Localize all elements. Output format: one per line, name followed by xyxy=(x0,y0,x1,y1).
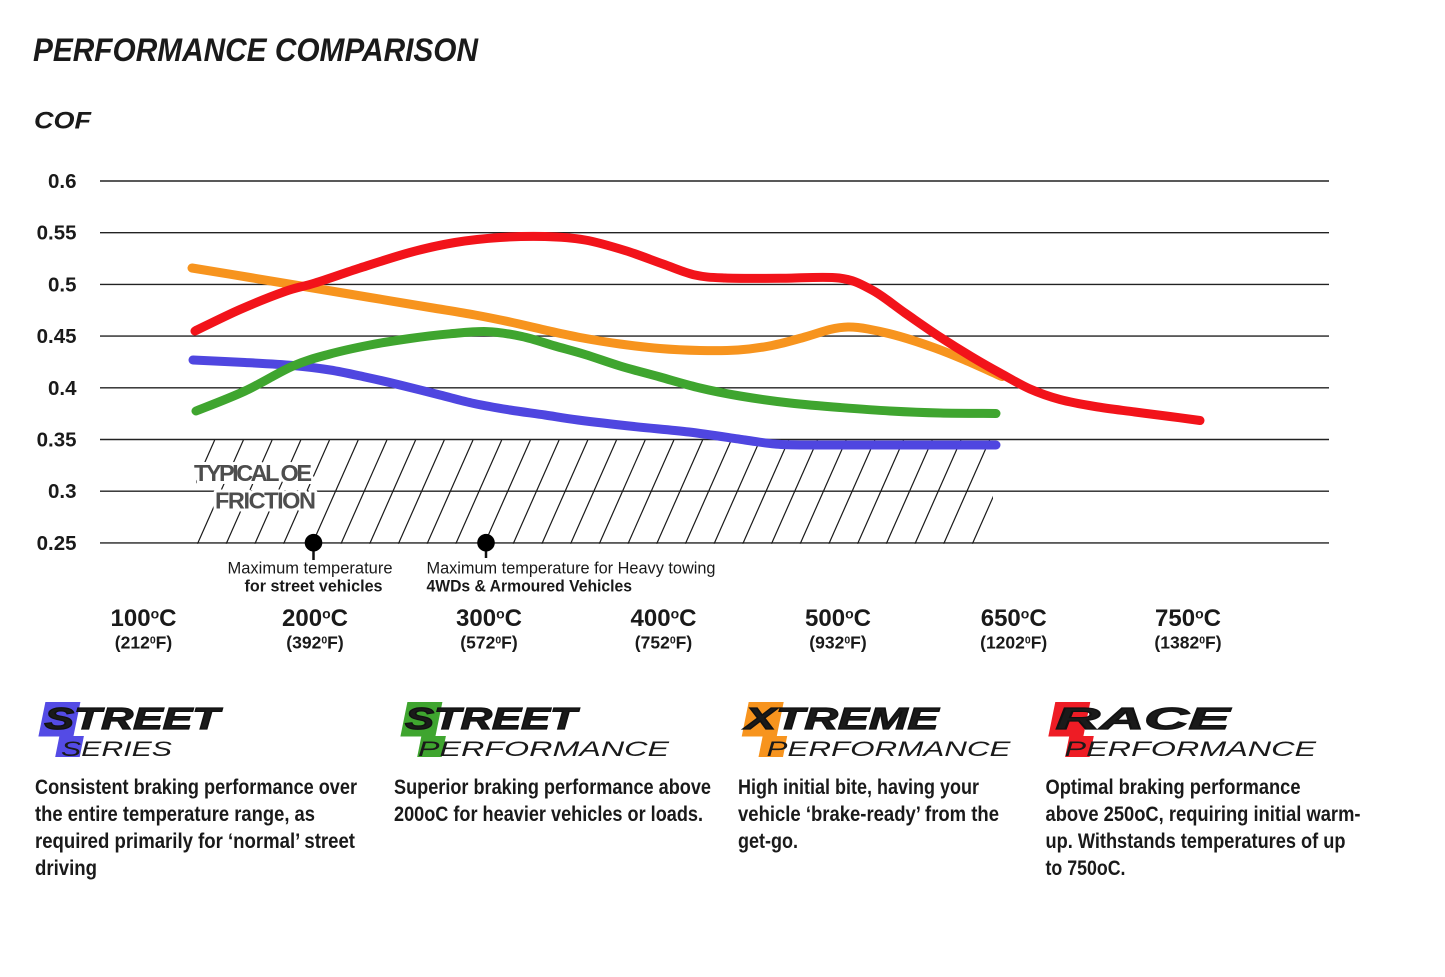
svg-text:500oC: 500oC xyxy=(805,605,871,632)
svg-text:0.5: 0.5 xyxy=(48,273,77,296)
svg-text:TYPICAL OE: TYPICAL OE xyxy=(194,460,312,486)
svg-text:0.4: 0.4 xyxy=(48,377,77,400)
svg-text:0.3: 0.3 xyxy=(48,480,77,503)
svg-text:PERFORMANCE COMPARISON: PERFORMANCE COMPARISON xyxy=(33,32,479,68)
svg-text:(9320F): (9320F) xyxy=(809,633,866,653)
svg-text:SERIES: SERIES xyxy=(61,738,172,761)
svg-text:Maximum temperature: Maximum temperature xyxy=(228,559,393,578)
svg-text:200oC: 200oC xyxy=(282,605,348,632)
svg-text:Maximum temperature for Heavy: Maximum temperature for Heavy towing xyxy=(427,559,716,578)
svg-text:0.35: 0.35 xyxy=(37,429,77,452)
svg-text:COF: COF xyxy=(34,108,92,135)
svg-text:750oC: 750oC xyxy=(1155,605,1221,632)
svg-text:to 750oC.: to 750oC. xyxy=(1046,857,1126,880)
svg-text:TYPICAL OE: TYPICAL OE xyxy=(194,460,312,486)
svg-text:PERFORMANCE: PERFORMANCE xyxy=(1065,738,1318,761)
svg-text:above 250oC, requiring initial: above 250oC, requiring initial warm- xyxy=(1046,803,1361,826)
svg-text:RACE: RACE xyxy=(1056,702,1233,736)
svg-text:400oC: 400oC xyxy=(631,605,697,632)
svg-text:get-go.: get-go. xyxy=(738,830,798,853)
svg-text:(5720F): (5720F) xyxy=(460,633,517,653)
svg-text:(13820F): (13820F) xyxy=(1154,633,1221,653)
svg-text:Superior braking performance a: Superior braking performance above xyxy=(394,776,711,799)
svg-text:0.6: 0.6 xyxy=(48,170,77,193)
svg-text:High initial bite, having your: High initial bite, having your xyxy=(738,776,979,799)
svg-text:4WDs & Armoured Vehicles: 4WDs & Armoured Vehicles xyxy=(427,577,633,596)
svg-text:0.45: 0.45 xyxy=(37,325,77,348)
svg-text:200oC for heavier vehicles or: 200oC for heavier vehicles or loads. xyxy=(394,803,703,826)
svg-text:(7520F): (7520F) xyxy=(635,633,692,653)
svg-text:(3920F): (3920F) xyxy=(286,633,343,653)
svg-text:for street vehicles: for street vehicles xyxy=(245,577,383,596)
svg-text:PERFORMANCE: PERFORMANCE xyxy=(767,738,1012,761)
svg-text:FRICTION: FRICTION xyxy=(215,488,316,514)
svg-text:driving: driving xyxy=(35,857,97,880)
svg-text:STREET: STREET xyxy=(44,702,222,736)
svg-text:the entire temperature range,: the entire temperature range, as xyxy=(35,803,315,826)
svg-text:up. Withstands temperatures of: up. Withstands temperatures of up xyxy=(1046,830,1346,853)
svg-text:100oC: 100oC xyxy=(111,605,177,632)
svg-text:vehicle ‘brake-ready’ from the: vehicle ‘brake-ready’ from the xyxy=(738,803,999,826)
svg-text:0.55: 0.55 xyxy=(37,222,77,245)
svg-text:300oC: 300oC xyxy=(456,605,522,632)
svg-text:PERFORMANCE: PERFORMANCE xyxy=(418,738,671,761)
svg-text:FRICTION: FRICTION xyxy=(215,488,316,514)
svg-text:(12020F): (12020F) xyxy=(980,633,1047,653)
svg-text:required primarily for ‘normal: required primarily for ‘normal’ street xyxy=(35,830,355,853)
svg-text:650oC: 650oC xyxy=(981,605,1047,632)
svg-text:STREET: STREET xyxy=(405,702,580,736)
svg-text:Optimal braking performance: Optimal braking performance xyxy=(1046,776,1301,799)
svg-text:XTREME: XTREME xyxy=(742,702,941,736)
svg-text:(2120F): (2120F) xyxy=(115,633,172,653)
svg-text:Consistent braking performance: Consistent braking performance over xyxy=(35,776,357,799)
svg-text:0.25: 0.25 xyxy=(37,532,77,555)
